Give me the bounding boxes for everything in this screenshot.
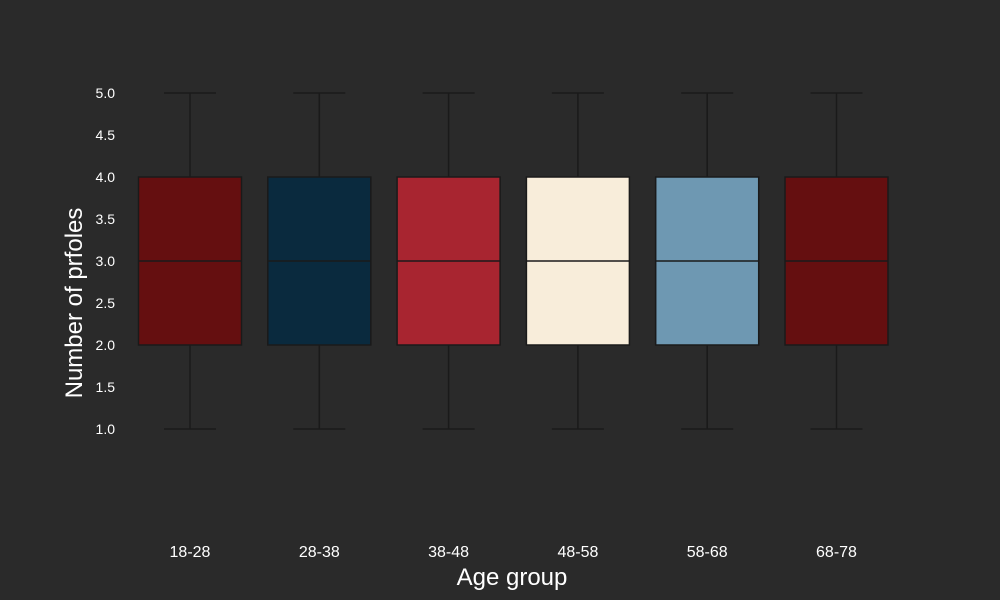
y-axis-ticks: 1.0 1.5 2.0 2.5 3.0 3.5 4.0 4.5 5.0 [96, 85, 116, 437]
box-68-78 [784, 92, 889, 430]
x-axis-title: Age group [457, 564, 568, 591]
x-tick-label: 38-48 [428, 544, 469, 561]
y-tick-label: 1.0 [96, 421, 116, 437]
box-18-28 [137, 92, 243, 430]
y-axis-title: Number of prfoles [61, 208, 88, 399]
x-tick-label: 68-78 [816, 544, 857, 561]
y-tick-label: 1.5 [96, 379, 116, 395]
y-tick-label: 2.0 [96, 337, 116, 353]
y-tick-label: 3.5 [96, 211, 116, 227]
x-tick-label: 18-28 [170, 544, 211, 561]
x-tick-label: 58-68 [687, 544, 728, 561]
x-axis-ticks: 18-28 28-38 38-48 48-58 58-68 68-78 [170, 544, 858, 561]
box-series [137, 92, 889, 430]
y-tick-label: 3.0 [96, 253, 116, 269]
y-tick-label: 5.0 [96, 85, 116, 101]
x-tick-label: 48-58 [557, 544, 598, 561]
box-38-48 [396, 92, 501, 430]
box-48-58 [525, 92, 631, 430]
box-28-38 [267, 92, 372, 430]
y-tick-label: 4.0 [96, 169, 116, 185]
box-58-68 [654, 92, 760, 430]
y-tick-label: 4.5 [96, 127, 116, 143]
x-tick-label: 28-38 [299, 544, 340, 561]
y-tick-label: 2.5 [96, 295, 116, 311]
